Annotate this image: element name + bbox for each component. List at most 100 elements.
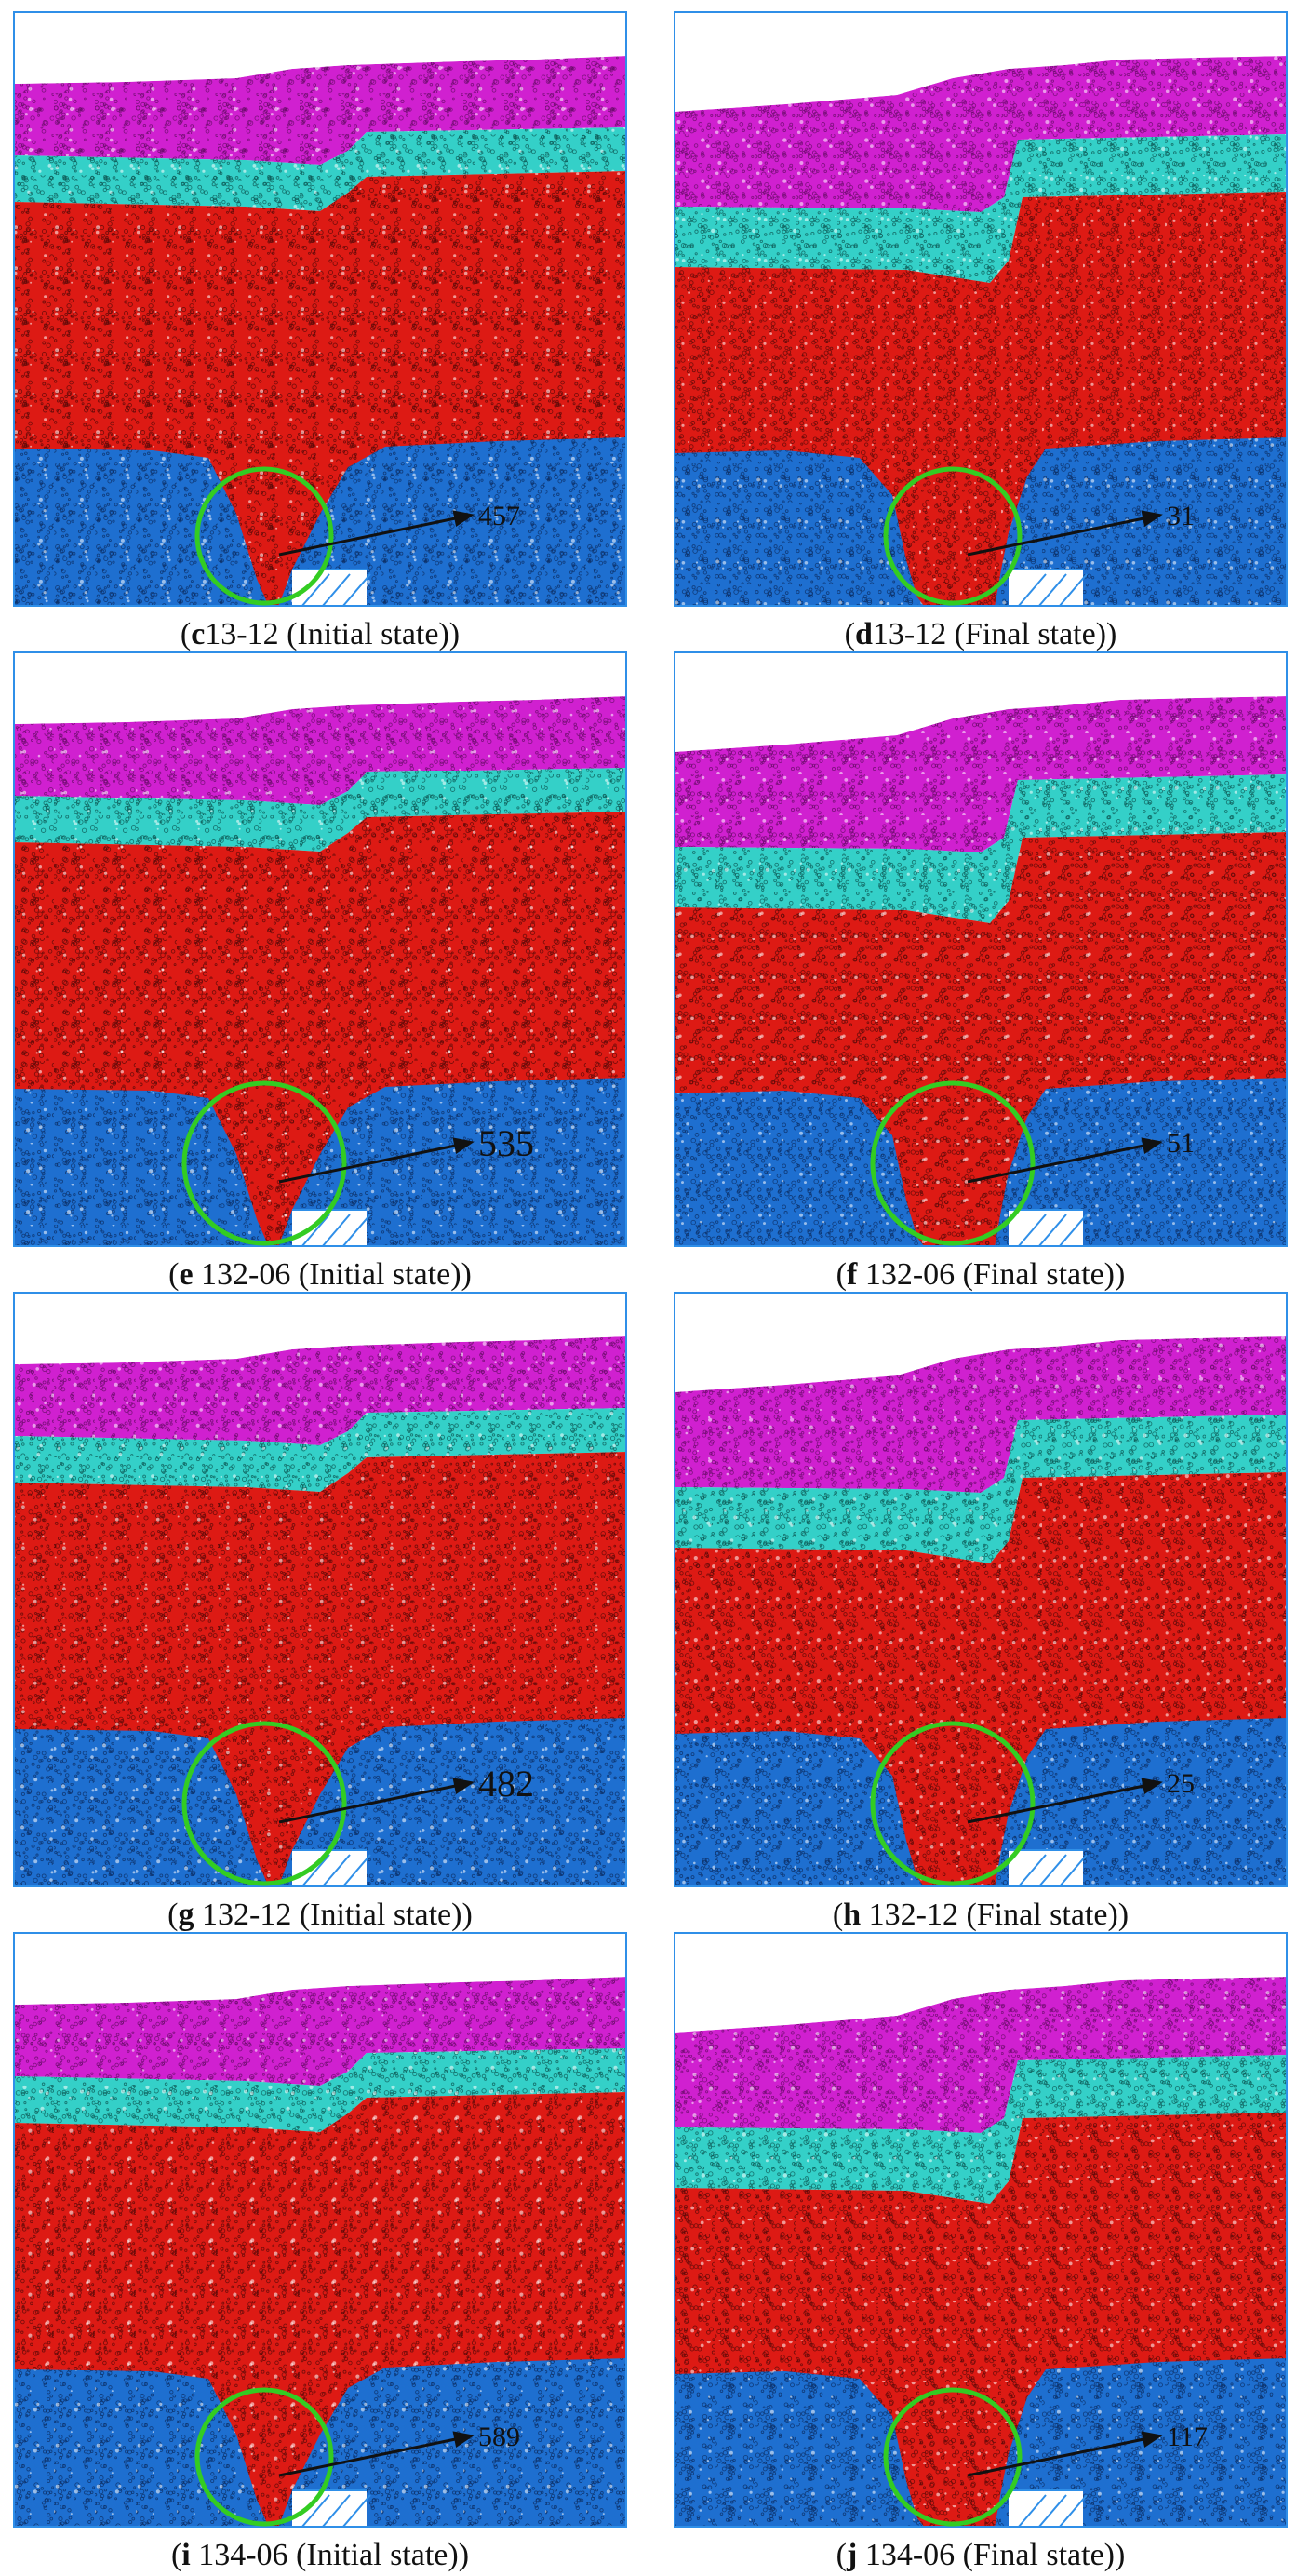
blue-layer-right [278,1718,627,1887]
blue-layer-right [995,2358,1288,2528]
blue-layer-left [674,1731,925,1887]
blue-layer-left [13,1089,269,1247]
drawpoint-circle [194,2387,334,2527]
cyan-layer [674,134,1288,283]
strata [13,11,627,607]
count-arrowhead [1141,2431,1163,2449]
particle-count-label: 31 [1167,501,1195,531]
caption-i: (i 134-06 (Initial state)) [170,2538,470,2572]
particle-count-label: 589 [478,2422,520,2452]
panel-j: 117 (j 134-06 (Final state)) [674,1932,1288,2572]
model-frame [13,1292,627,1887]
count-arrow [278,2435,470,2477]
caption-h: (h 132-12 (Final state)) [832,1898,1130,1932]
particle-count-label: 25 [1167,1768,1195,1799]
particle-count-label: 457 [478,501,520,531]
particle-count-label: 117 [1167,2422,1208,2452]
cyan-layer [13,127,627,211]
model-frame [674,11,1288,607]
panel-g: 482 (g 132-12 (Initial state)) [13,1292,627,1932]
model-frame [13,1932,627,2528]
cyan-layer [13,1408,627,1492]
drawpoint-circle [870,1721,1036,1886]
model-frame [674,1932,1288,2528]
count-arrow [967,1141,1158,1184]
blue-layer-left [674,1091,925,1247]
blue-layer-right [278,2358,627,2528]
blue-layer-right [995,1718,1288,1887]
count-arrowhead [452,1137,475,1155]
particle-count-label: 482 [478,1763,534,1805]
model-frame [674,1292,1288,1887]
model-frame [13,11,627,607]
particle-model-j: 117 [674,1932,1288,2528]
magenta-layer [13,1977,627,2086]
panel-e: 535 (e 132-06 (Initial state)) [13,651,627,1292]
panel-c: 457 (c13-12 (Initial state)) [13,11,627,651]
panel-d: 31 (d13-12 (Final state)) [674,11,1288,651]
caption-d: (d13-12 (Final state)) [844,617,1117,651]
support-structure [1009,569,1088,607]
strata [13,651,627,1247]
drawpoint-circle [883,2387,1023,2527]
strata [674,11,1288,607]
caption-g: (g 132-12 (Initial state)) [167,1898,473,1932]
magenta-layer [13,696,627,805]
caption-j: (j 134-06 (Final state)) [836,2538,1126,2572]
support-structure [1009,1209,1088,1247]
strata [674,1292,1288,1887]
cyan-layer [674,2055,1288,2204]
drawpoint-circle [883,466,1023,606]
strata [674,1932,1288,2528]
count-arrowhead [1141,1778,1163,1795]
panel-f: 51 (f 132-06 (Final state)) [674,651,1288,1292]
count-arrowhead [1141,1137,1163,1155]
drawpoint-circle [181,1080,347,1246]
support-structure [292,1209,371,1247]
cyan-layer [674,1415,1288,1563]
particle-count-label: 51 [1167,1128,1195,1159]
blue-layer-left [674,450,925,607]
blue-layer-left [13,1729,269,1887]
blue-layer-right [278,437,627,607]
particle-model-d: 31 [674,11,1288,607]
panel-i: 589 (i 134-06 (Initial state)) [13,1932,627,2572]
caption-e: (e 132-06 (Initial state)) [168,1257,472,1292]
count-arrow [278,514,470,557]
blue-layer-right [995,1078,1288,1247]
count-arrowhead [452,2431,475,2449]
particle-model-e: 535 [13,651,627,1247]
particle-model-i: 589 [13,1932,627,2528]
support-structure [1009,2489,1088,2528]
magenta-layer [13,1336,627,1445]
magenta-layer [674,1977,1288,2133]
caption-c: (c13-12 (Initial state)) [180,617,461,651]
magenta-layer [674,1336,1288,1493]
support-structure [292,1849,371,1887]
cyan-layer [13,2048,627,2132]
count-arrowhead [452,1778,475,1795]
magenta-layer [674,56,1288,212]
particle-model-c: 457 [13,11,627,607]
support-structure [1009,1849,1088,1887]
particle-model-f: 51 [674,651,1288,1247]
drawpoint-circle [194,466,334,606]
model-frame [674,651,1288,1247]
drawpoint-circle [870,1080,1036,1246]
particle-model-g: 482 [13,1292,627,1887]
panel-h: 25 (h 132-12 (Final state)) [674,1292,1288,1932]
particle-model-h: 25 [674,1292,1288,1887]
cyan-layer [13,768,627,852]
strata [13,1932,627,2528]
magenta-layer [674,696,1288,852]
count-arrow [967,1781,1158,1824]
count-arrowhead [1141,510,1163,528]
count-arrowhead [452,510,475,528]
caption-f: (f 132-06 (Final state)) [836,1257,1126,1292]
count-arrow [278,1141,470,1184]
drawpoint-circle [181,1721,347,1886]
cyan-layer [674,774,1288,923]
blue-layer-right [278,1078,627,1247]
strata [13,1292,627,1887]
count-arrow [967,514,1158,557]
